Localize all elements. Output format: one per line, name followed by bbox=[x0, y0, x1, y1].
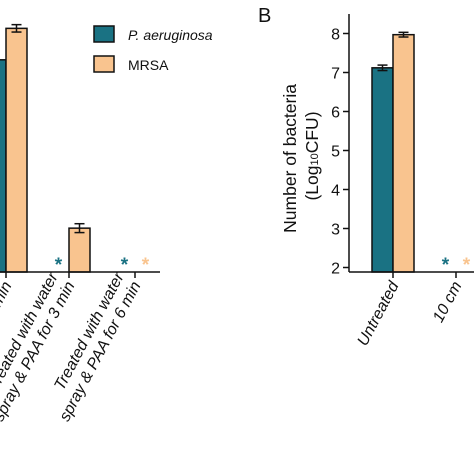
panel-b-chart: B Number of bacteria (Log10CFU) * * 2 3 4 5 6 7… bbox=[258, 5, 474, 349]
panel-b-letter: B bbox=[258, 5, 271, 27]
y-tick-label: 3 bbox=[331, 222, 340, 239]
legend: P. aeruginosa MRSA bbox=[93, 25, 213, 73]
y-tick-label: 2 bbox=[331, 261, 340, 278]
y-tick-label: 8 bbox=[331, 27, 340, 44]
y-tick-label: 4 bbox=[331, 183, 340, 200]
legend-label-pa: P. aeruginosa bbox=[128, 27, 213, 43]
y-tick-label: 7 bbox=[331, 66, 340, 83]
y-tick-label: 6 bbox=[331, 105, 340, 122]
not-detected-marker: * bbox=[463, 255, 471, 276]
not-detected-marker: * bbox=[142, 255, 150, 276]
bar bbox=[5, 27, 28, 273]
y-axis-title: Number of bacteria (Log10CFU) bbox=[280, 79, 322, 233]
y-axis-title-line2: (Log10CFU) bbox=[302, 111, 322, 200]
not-detected-marker: * bbox=[55, 255, 63, 276]
x-tick-label: 10 cm bbox=[430, 279, 465, 325]
not-detected-marker: * bbox=[121, 255, 129, 276]
bar bbox=[68, 227, 91, 273]
y-axis-title-line1: Number of bacteria bbox=[280, 84, 300, 233]
legend-swatch-pa bbox=[93, 25, 115, 43]
legend-label-mrsa: MRSA bbox=[128, 57, 169, 73]
bar bbox=[392, 33, 415, 273]
x-tick-label: Untreated bbox=[355, 278, 404, 349]
y-tick-label: 5 bbox=[331, 144, 340, 161]
bar bbox=[371, 67, 394, 273]
not-detected-marker: * bbox=[442, 255, 450, 276]
bar bbox=[0, 59, 7, 273]
x-tick-label: 6 min bbox=[0, 279, 16, 322]
legend-swatch-mrsa bbox=[93, 55, 115, 73]
